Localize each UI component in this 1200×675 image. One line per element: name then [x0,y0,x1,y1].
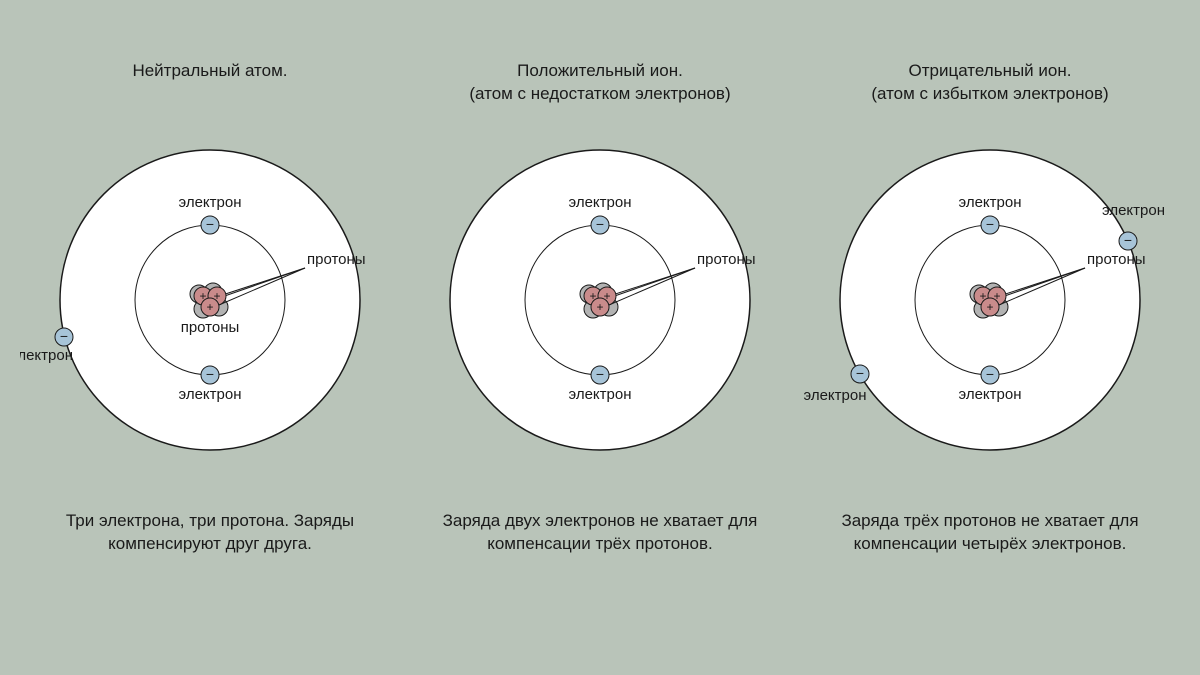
svg-text:электрон: электрон [1102,202,1165,219]
svg-text:+: + [986,300,993,314]
svg-text:протоны: протоны [307,251,366,268]
svg-text:+: + [206,300,213,314]
panel-negative: Отрицательный ион. (атом с избытком элек… [800,0,1180,556]
svg-text:протоны: протоны [181,319,240,336]
title-line1: Отрицательный ион. [909,61,1072,80]
svg-text:протоны: протоны [1087,251,1146,268]
panel-caption: Три электрона, три протона. Заряды компе… [20,510,400,556]
svg-text:электрон: электрон [804,387,867,404]
title-line2: (атом с избытком электронов) [871,84,1108,103]
atom-diagram-neutral: +++протоныпротоны−электрон−электрон−элек… [20,110,400,490]
panel-title: Отрицательный ион. (атом с избытком элек… [800,60,1180,110]
title-line1: Нейтральный атом. [132,61,287,80]
svg-text:+: + [596,300,603,314]
title-line1: Положительный ион. [517,61,683,80]
svg-text:электрон: электрон [959,194,1022,211]
title-line2: (атом с недостатком электронов) [469,84,730,103]
svg-text:электрон: электрон [569,386,632,403]
svg-text:протоны: протоны [697,251,756,268]
atom-diagram-positive: +++протоны−электрон−электрон [410,110,790,490]
svg-text:электрон: электрон [569,194,632,211]
svg-text:−: − [986,216,994,232]
svg-text:−: − [596,216,604,232]
panel-neutral: Нейтральный атом. +++протоныпротоны−элек… [20,0,400,556]
svg-text:электрон: электрон [179,386,242,403]
svg-text:−: − [856,365,864,381]
svg-text:электрон: электрон [179,194,242,211]
panel-caption: Заряда трёх протонов не хватает для комп… [800,510,1180,556]
svg-text:электрон: электрон [959,386,1022,403]
svg-text:электрон: электрон [20,347,73,364]
atom-diagram-negative: +++протоны−электрон−электрон−электрон−эл… [800,110,1180,490]
svg-text:−: − [1124,232,1132,248]
panel-title: Нейтральный атом. [20,60,400,110]
svg-text:−: − [206,216,214,232]
panel-caption: Заряда двух электронов не хватает для ко… [410,510,790,556]
svg-text:−: − [596,366,604,382]
panel-title: Положительный ион. (атом с недостатком э… [410,60,790,110]
panel-positive: Положительный ион. (атом с недостатком э… [410,0,790,556]
svg-text:−: − [986,366,994,382]
svg-text:−: − [206,366,214,382]
svg-text:−: − [60,328,68,344]
